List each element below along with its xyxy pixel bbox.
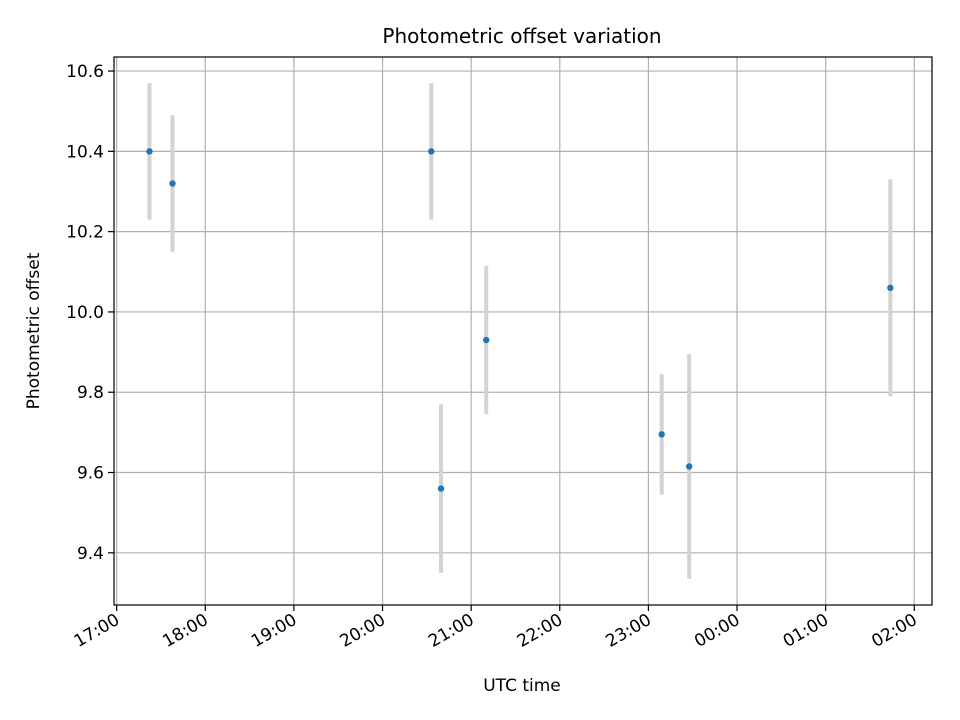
- data-point: [658, 431, 665, 438]
- data-points: [146, 148, 894, 492]
- data-point: [887, 284, 894, 292]
- grid-lines: [114, 57, 932, 605]
- y-tick-label: 10.2: [66, 223, 104, 243]
- data-point: [483, 336, 490, 344]
- data-point: [146, 148, 153, 155]
- x-axis-title: UTC time: [483, 676, 561, 696]
- y-tick-label: 10.0: [66, 303, 104, 323]
- data-point: [685, 463, 693, 470]
- y-axis: 9.4 9.6 9.8 10.0 10.2 10.4 10.6: [66, 62, 114, 564]
- data-point: [169, 180, 176, 187]
- y-tick-label: 10.6: [66, 62, 104, 82]
- data-point: [437, 485, 445, 492]
- chart-title: Photometric offset variation: [382, 24, 661, 48]
- y-tick-label: 10.4: [66, 142, 104, 162]
- y-axis-title: Photometric offset: [24, 252, 44, 409]
- plot-frame: [113, 56, 933, 606]
- y-tick-label: 9.4: [77, 544, 104, 564]
- y-tick-label: 9.6: [77, 464, 104, 484]
- y-tick-label: 9.8: [77, 383, 104, 403]
- data-point: [428, 148, 435, 155]
